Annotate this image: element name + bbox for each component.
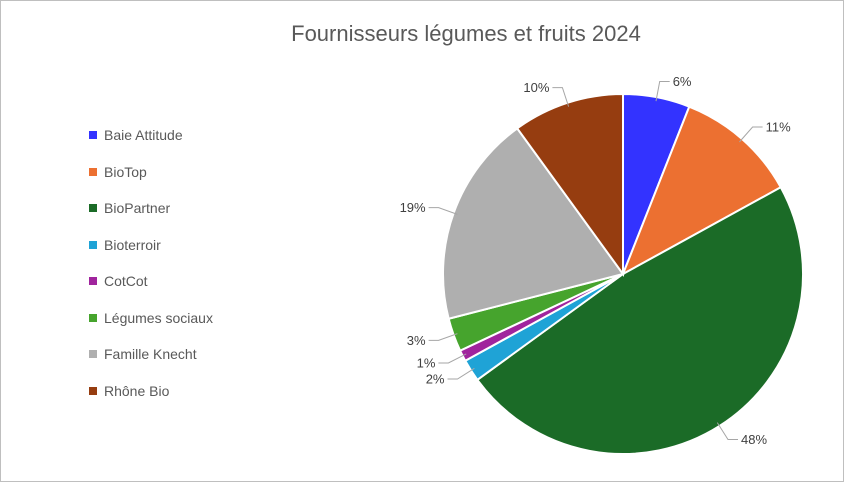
- legend: Baie Attitude BioTop BioPartner Bioterroir C…: [89, 117, 213, 409]
- legend-swatch: [89, 167, 97, 176]
- legend-swatch: [89, 240, 97, 249]
- legend-label: Rhône Bio: [104, 382, 170, 399]
- data-label: 2%: [426, 372, 445, 387]
- legend-item: CotCot: [89, 263, 213, 300]
- leader-line: [428, 207, 458, 215]
- data-label: 1%: [417, 356, 436, 371]
- data-label: 48%: [741, 432, 767, 447]
- leader-line: [438, 353, 467, 364]
- data-label: 11%: [766, 120, 791, 135]
- leader-line: [655, 81, 670, 102]
- data-labels: 6% 11% 48% 2%1% 3% 19% 10%: [400, 74, 792, 447]
- legend-label: Bioterroir: [104, 236, 161, 253]
- legend-item: Baie Attitude: [89, 117, 213, 154]
- data-label: 10%: [523, 80, 549, 95]
- leader-line: [716, 422, 738, 440]
- leader-line: [739, 126, 763, 143]
- data-label: 19%: [400, 200, 426, 215]
- legend-label: Baie Attitude: [104, 127, 183, 144]
- leader-line: [447, 367, 475, 380]
- legend-item: Légumes sociaux: [89, 300, 213, 337]
- legend-swatch: [89, 277, 97, 286]
- legend-item: Rhône Bio: [89, 373, 213, 410]
- legend-label: Famille Knecht: [104, 346, 197, 363]
- legend-item: BioPartner: [89, 190, 213, 227]
- legend-swatch: [89, 313, 97, 322]
- legend-item: Bioterroir: [89, 227, 213, 264]
- chart-title: Fournisseurs légumes et fruits 2024: [291, 21, 641, 46]
- legend-swatch: [89, 131, 97, 140]
- pie-slices: [442, 92, 805, 455]
- legend-item: BioTop: [89, 154, 213, 191]
- legend-label: Légumes sociaux: [104, 309, 213, 326]
- leader-lines: [428, 81, 763, 440]
- legend-swatch: [89, 204, 97, 213]
- data-label: 3%: [407, 333, 426, 348]
- legend-swatch: [89, 350, 97, 359]
- legend-label: CotCot: [104, 273, 148, 290]
- legend-label: BioPartner: [104, 200, 171, 217]
- leader-line: [552, 87, 570, 107]
- legend-swatch: [89, 386, 97, 395]
- legend-item: Famille Knecht: [89, 336, 213, 373]
- leader-line: [428, 333, 458, 341]
- legend-label: BioTop: [104, 163, 147, 180]
- data-label: 6%: [673, 74, 692, 89]
